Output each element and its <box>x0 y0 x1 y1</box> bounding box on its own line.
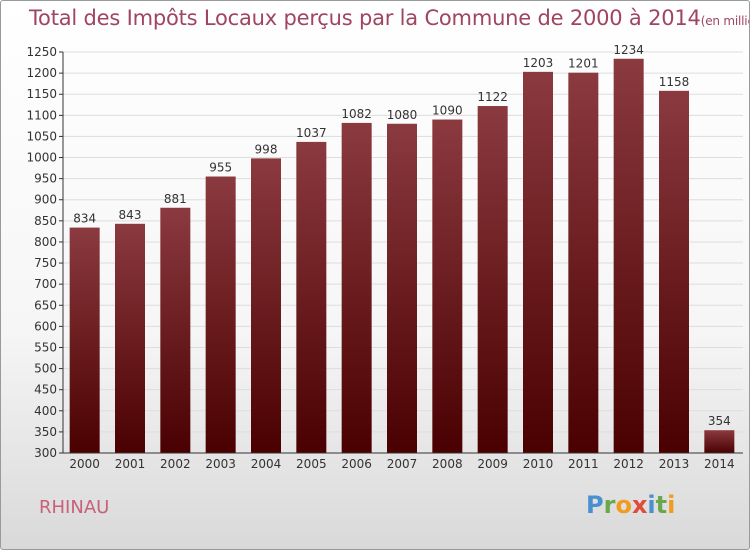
bar <box>251 158 281 453</box>
x-tick-label: 2002 <box>160 457 191 471</box>
x-tick-label: 2012 <box>613 457 644 471</box>
y-tick-label: 1150 <box>26 87 57 101</box>
logo-letter: x <box>631 491 648 519</box>
bar <box>523 71 553 453</box>
x-tick-label: 2003 <box>205 457 236 471</box>
y-tick-label: 500 <box>34 362 57 376</box>
bar <box>205 176 236 453</box>
bar <box>613 58 644 453</box>
bar-value-label: 998 <box>255 142 278 156</box>
bar <box>115 223 145 453</box>
y-tick-label: 600 <box>34 319 57 333</box>
bar <box>477 106 508 453</box>
x-tick-label: 2011 <box>568 457 599 471</box>
y-tick-label: 900 <box>34 193 57 207</box>
x-tick-label: 2000 <box>69 457 100 471</box>
proxiti-logo[interactable]: Proxiti <box>586 491 675 519</box>
chart-title: Total des Impôts Locaux perçus par la Co… <box>29 6 749 30</box>
bar <box>69 227 100 453</box>
bar-value-label: 1201 <box>568 57 599 71</box>
y-tick-label: 800 <box>34 235 57 249</box>
bar <box>432 119 463 454</box>
logo-letter: r <box>603 491 616 519</box>
logo-letter: P <box>586 491 604 519</box>
x-tick-label: 2013 <box>659 457 690 471</box>
bar-value-label: 834 <box>73 212 96 226</box>
bars <box>69 58 735 454</box>
logo-letter: t <box>655 491 668 519</box>
x-tick-label: 2006 <box>341 457 372 471</box>
bar-labels: 834 843 881 955 998 1037 1082 1080 1090 1122 1203 1… <box>73 43 731 428</box>
x-tick-label: 2007 <box>387 457 418 471</box>
y-tick-label: 1200 <box>26 66 57 80</box>
y-tick-label: 450 <box>34 383 57 397</box>
bar-value-label: 1122 <box>477 90 508 104</box>
x-tick-label: 2001 <box>115 457 146 471</box>
bar-value-label: 843 <box>119 208 142 222</box>
y-tick-label: 350 <box>34 425 57 439</box>
y-tick-label: 1100 <box>26 108 57 122</box>
bar-value-label: 955 <box>209 161 232 175</box>
bar-value-label: 1234 <box>613 43 644 57</box>
axes: 300 350 400 450 500 550 600 650 700 750 800 850 900 9… <box>26 45 743 471</box>
y-tick-label: 1250 <box>26 45 57 59</box>
x-tick-label: 2009 <box>477 457 508 471</box>
y-tick-label: 300 <box>34 446 57 460</box>
y-tick-label: 750 <box>34 256 57 270</box>
logo-letter: o <box>615 491 632 519</box>
bar-value-label: 354 <box>708 414 731 428</box>
bar-value-label: 1082 <box>341 107 372 121</box>
x-tick-label: 2008 <box>432 457 463 471</box>
commune-name: RHINAU <box>39 497 110 518</box>
bar-value-label: 1158 <box>659 75 690 89</box>
x-tick-label: 2014 <box>704 457 735 471</box>
bar <box>296 141 327 453</box>
bar <box>568 72 599 453</box>
bar-value-label: 1203 <box>523 56 554 70</box>
y-tick-label: 550 <box>34 340 57 354</box>
bar-value-label: 1037 <box>296 126 327 140</box>
bar <box>704 430 735 453</box>
bar <box>387 123 417 453</box>
x-tick-label: 2010 <box>523 457 554 471</box>
y-tick-label: 1050 <box>26 129 57 143</box>
x-tick-label: 2005 <box>296 457 327 471</box>
x-tick-label: 2004 <box>251 457 282 471</box>
bar <box>341 122 372 453</box>
logo-letter: i <box>647 491 656 519</box>
y-tick-label: 1000 <box>26 151 57 165</box>
y-tick-label: 400 <box>34 404 57 418</box>
bar <box>659 90 689 454</box>
bar-value-label: 881 <box>164 192 187 206</box>
bar-value-label: 1080 <box>387 108 418 122</box>
bar <box>160 207 191 453</box>
y-tick-label: 700 <box>34 277 57 291</box>
y-tick-label: 950 <box>34 172 57 186</box>
logo-letter: i <box>667 491 676 519</box>
y-tick-label: 650 <box>34 298 57 312</box>
chart-unit-label: (en milliers d'€) <box>700 14 749 28</box>
y-tick-label: 850 <box>34 214 57 228</box>
chart-title-text: Total des Impôts Locaux perçus par la Co… <box>29 6 701 30</box>
bar-value-label: 1090 <box>432 104 463 118</box>
